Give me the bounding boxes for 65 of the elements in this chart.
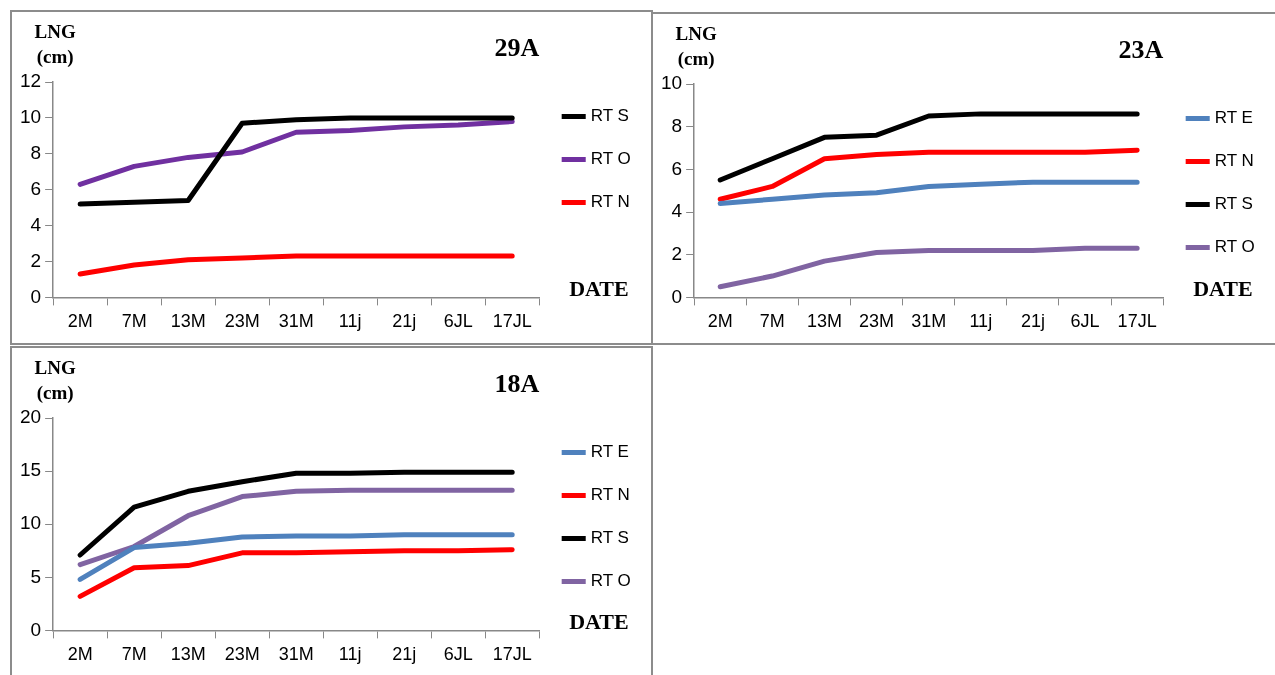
x-tick-label: 31M (911, 311, 947, 332)
x-tick-label: 2M (707, 311, 733, 332)
y-tick-label: 2 (30, 249, 42, 271)
x-tick-label: 11j (338, 311, 362, 332)
legend-label: RT N (590, 192, 630, 212)
y-axis-title: LNG (cm) (675, 23, 717, 70)
x-tick-label: 2M (67, 311, 93, 332)
x-tick-label: 23M (859, 311, 895, 332)
y-tick-label: 4 (30, 213, 42, 235)
x-tick-label: 6JL (1070, 311, 1100, 332)
x-tick-label: 17JL (492, 311, 532, 332)
legend-label: RT N (590, 485, 630, 505)
x-tick-label: 13M (170, 311, 206, 332)
x-tick-label: 7M (121, 644, 147, 665)
y-tick-label: 12 (19, 70, 42, 92)
y-tick-label: 0 (30, 618, 42, 640)
x-tick-label: 31M (278, 644, 314, 665)
x-tick-label: 21j (392, 644, 417, 665)
legend-label: RT N (1214, 151, 1254, 171)
x-tick-label: 7M (121, 311, 147, 332)
y-tick-label: 2 (671, 242, 683, 264)
y-tick-label: 6 (671, 157, 683, 179)
legend-label: RT E (590, 442, 629, 462)
y-axis-title: LNG (cm) (34, 357, 76, 404)
x-tick-label: 17JL (492, 644, 532, 665)
x-tick-label: 11j (338, 644, 362, 665)
y-tick-label: 6 (30, 177, 42, 199)
x-tick-label: 23M (224, 311, 260, 332)
y-tick-label: 10 (19, 106, 42, 128)
x-tick-label: 6JL (443, 644, 473, 665)
y-tick-label: 10 (660, 72, 683, 94)
legend-label: RT S (590, 106, 629, 126)
y-tick-label: 4 (671, 200, 683, 222)
x-tick-label: 13M (170, 644, 206, 665)
legend-label: RT S (590, 528, 629, 548)
x-tick-label: 21j (392, 311, 417, 332)
x-tick-label: 23M (224, 644, 260, 665)
legend-label: RT O (590, 571, 631, 591)
y-axis-title: LNG (cm) (34, 21, 76, 68)
chart-title: 23A (1118, 35, 1164, 64)
y-tick-label: 20 (19, 406, 42, 428)
y-tick-label: 0 (30, 285, 42, 307)
x-tick-label: 2M (67, 644, 93, 665)
legend-label: RT S (1214, 194, 1253, 214)
x-tick-label: 21j (1020, 311, 1045, 332)
chart-title: 18A (494, 369, 540, 398)
x-axis-title: DATE (569, 609, 629, 635)
x-tick-label: 6JL (443, 311, 473, 332)
x-tick-label: 7M (759, 311, 785, 332)
legend-label: RT O (590, 149, 631, 169)
y-tick-label: 5 (30, 565, 42, 587)
x-tick-label: 13M (806, 311, 842, 332)
chart-title: 29A (494, 33, 540, 62)
x-axis-title: DATE (1193, 276, 1253, 302)
y-tick-label: 15 (19, 459, 42, 481)
y-tick-label: 8 (30, 142, 42, 164)
x-tick-label: 31M (278, 311, 314, 332)
y-tick-label: 10 (19, 512, 42, 534)
y-tick-label: 8 (671, 114, 683, 136)
y-tick-label: 0 (671, 285, 683, 307)
x-axis-title: DATE (569, 276, 629, 302)
x-tick-label: 17JL (1117, 311, 1157, 332)
legend-label: RT O (1214, 237, 1255, 257)
legend-label: RT E (1214, 108, 1253, 128)
x-tick-label: 11j (969, 311, 993, 332)
